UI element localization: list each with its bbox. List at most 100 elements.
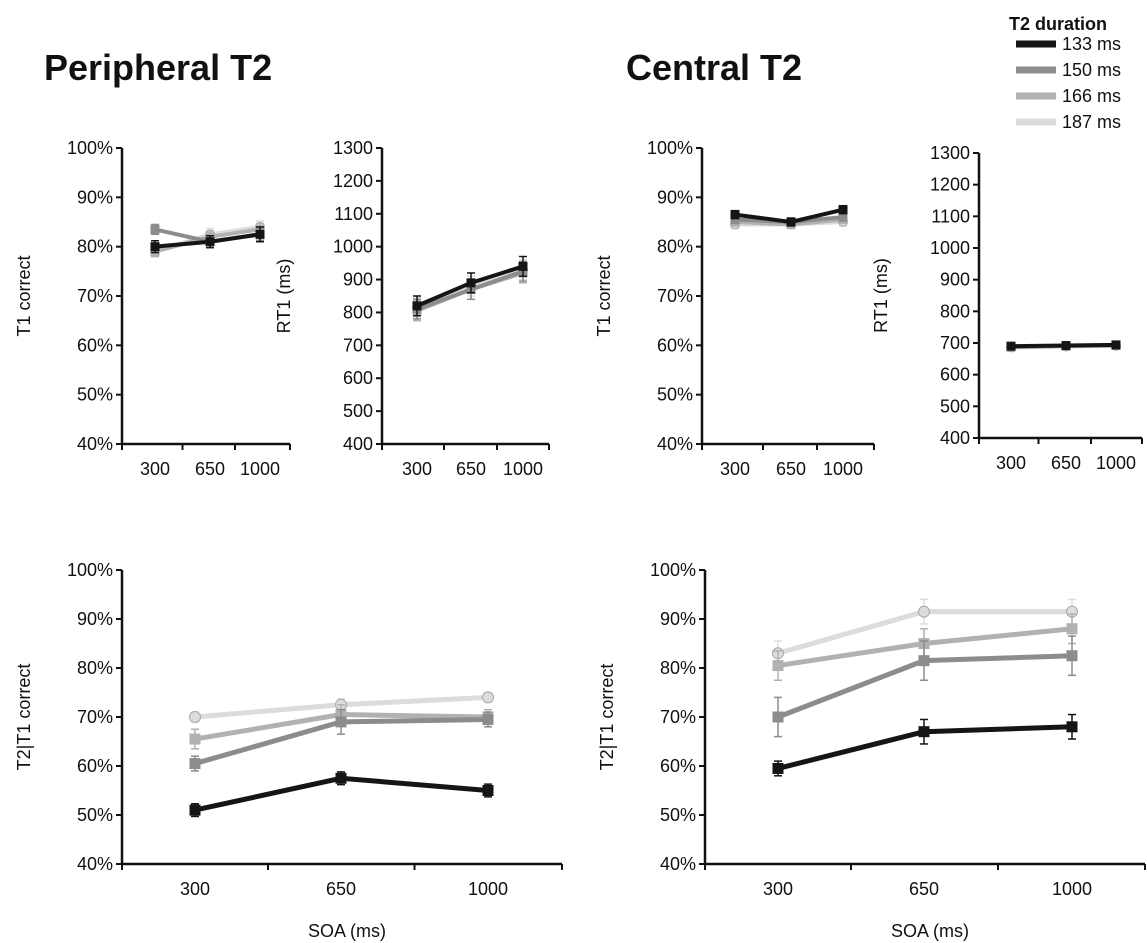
y-axis-label: T2|T1 correct (597, 664, 617, 771)
y-tick-label: 70% (657, 286, 693, 306)
charts: 40% 50% 60% 70% 80% 90% 100% 300 650 1000 T1 corre… (14, 138, 1146, 941)
data-point (482, 691, 494, 704)
data-point (189, 711, 201, 723)
y-tick-label: 50% (657, 385, 693, 405)
x-tick-label: 1000 (1052, 879, 1092, 899)
y-tick-label: 900 (343, 270, 373, 290)
y-tick-label: 50% (77, 805, 113, 825)
legend-label: 150 ms (1062, 60, 1121, 80)
y-axis-label: RT1 (ms) (274, 259, 294, 334)
y-tick-label: 80% (660, 658, 696, 678)
data-point (772, 660, 784, 672)
y-tick-label: 1100 (334, 204, 373, 224)
data-point (838, 212, 848, 222)
y-tick-label: 600 (343, 368, 373, 388)
x-tick-label: 1000 (823, 459, 863, 479)
y-tick-label: 100% (67, 138, 113, 158)
legend: T2 duration 133 ms 150 ms 166 ms 187 ms (1009, 14, 1121, 132)
data-point (918, 655, 930, 667)
central-title: Central T2 (626, 47, 802, 88)
y-tick-label: 40% (77, 434, 113, 454)
y-tick-label: 900 (940, 270, 970, 290)
chart-peripheral-t1: 40% 50% 60% 70% 80% 90% 100% 300 650 1000 T1 corre… (14, 138, 291, 479)
y-tick-label: 80% (657, 237, 693, 257)
x-tick-label: 1000 (240, 459, 280, 479)
data-point (730, 215, 740, 225)
x-tick-label: 300 (720, 459, 750, 479)
y-tick-label: 1100 (931, 206, 970, 226)
y-tick-label: 70% (660, 707, 696, 727)
y-tick-label: 400 (343, 434, 373, 454)
y-tick-label: 1200 (930, 175, 970, 195)
x-tick-label: 1000 (468, 879, 508, 899)
y-tick-label: 500 (343, 401, 373, 421)
chart-peripheral-rt1: 400 500 600 700 800 900 1000 1100 1200 1300 300 650… (274, 138, 550, 479)
x-tick-label: 650 (776, 459, 806, 479)
y-tick-label: 90% (660, 609, 696, 629)
data-point (412, 301, 422, 311)
y-tick-label: 60% (660, 756, 696, 776)
data-point (335, 716, 347, 728)
y-tick-label: 1300 (333, 138, 373, 158)
y-tick-label: 100% (647, 138, 693, 158)
data-point (189, 804, 201, 816)
data-point (918, 726, 930, 738)
legend-label: 187 ms (1062, 112, 1121, 132)
y-tick-label: 100% (650, 560, 696, 580)
y-axis-label: T1 correct (14, 255, 34, 336)
legend-title: T2 duration (1009, 14, 1107, 34)
x-tick-label: 650 (195, 459, 225, 479)
x-axis-label: SOA (ms) (308, 921, 386, 941)
y-tick-label: 800 (940, 301, 970, 321)
data-point (772, 762, 784, 774)
data-point (189, 758, 201, 770)
data-point (482, 785, 494, 796)
x-tick-label: 1000 (1096, 453, 1136, 473)
data-point (1006, 341, 1016, 351)
y-tick-label: 80% (77, 237, 113, 257)
y-tick-label: 40% (660, 854, 696, 874)
x-tick-label: 300 (180, 879, 210, 899)
series-150-ms (189, 708, 494, 772)
x-tick-label: 650 (326, 879, 356, 899)
data-point (786, 217, 796, 227)
data-point (255, 229, 265, 239)
x-tick-label: 650 (909, 879, 939, 899)
y-tick-label: 800 (343, 302, 373, 322)
y-tick-label: 700 (343, 335, 373, 355)
data-point (518, 261, 528, 271)
y-tick-label: 90% (77, 187, 113, 207)
y-tick-label: 1000 (930, 238, 970, 258)
y-tick-label: 600 (940, 365, 970, 385)
y-tick-label: 90% (77, 609, 113, 629)
data-point (482, 713, 494, 725)
data-point (466, 278, 476, 288)
data-point (205, 237, 215, 247)
y-tick-label: 60% (77, 335, 113, 355)
chart-central-rt1: 400 500 600 700 800 900 1000 1100 1200 1300 300 650… (871, 143, 1143, 473)
y-tick-label: 1300 (930, 143, 970, 163)
y-tick-label: 40% (77, 854, 113, 874)
y-tick-label: 80% (77, 658, 113, 678)
legend-label: 133 ms (1062, 34, 1121, 54)
data-point (838, 205, 848, 215)
y-tick-label: 500 (940, 396, 970, 416)
y-tick-label: 40% (657, 434, 693, 454)
series-133-ms (730, 204, 848, 227)
y-tick-label: 1000 (333, 237, 373, 257)
x-tick-label: 650 (1051, 453, 1081, 473)
series-133-ms (412, 255, 528, 317)
data-point (1111, 340, 1121, 350)
y-tick-label: 90% (657, 187, 693, 207)
y-tick-label: 70% (77, 707, 113, 727)
y-axis-label: T1 correct (594, 255, 614, 336)
data-point (1066, 650, 1078, 662)
x-axis-label: SOA (ms) (891, 921, 969, 941)
data-point (1066, 623, 1078, 635)
x-tick-label: 300 (402, 459, 432, 479)
y-axis-label: RT1 (ms) (871, 258, 891, 333)
y-tick-label: 400 (940, 428, 970, 448)
data-point (189, 733, 201, 745)
y-tick-label: 1200 (333, 171, 373, 191)
